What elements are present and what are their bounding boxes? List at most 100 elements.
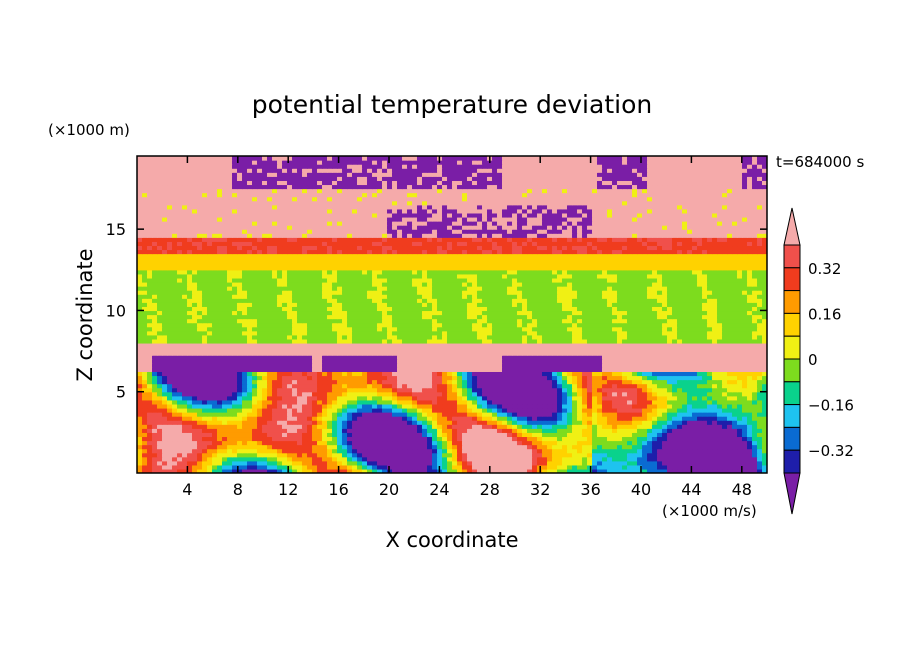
contour-cell: [267, 432, 273, 438]
contour-cell: [517, 424, 523, 429]
contour-cell: [207, 468, 213, 473]
contour-cell: [532, 379, 538, 385]
contour-cell: [312, 363, 318, 368]
contour-cell: [562, 452, 568, 458]
contour-cell: [702, 399, 708, 405]
contour-cell: [697, 416, 703, 421]
contour-cell: [627, 424, 633, 429]
contour-cell: [697, 407, 703, 413]
contour-cell: [197, 359, 203, 364]
contour-cell: [202, 432, 208, 438]
contour-cell: [387, 363, 393, 368]
contour-cell: [737, 375, 743, 381]
contour-cell: [242, 428, 248, 433]
contour-cell: [552, 464, 558, 470]
contour-cell: [752, 452, 758, 458]
contour-cell: [137, 375, 143, 381]
contour-cell: [617, 399, 623, 405]
contour-cell: [327, 363, 333, 368]
contour-cell: [607, 326, 613, 332]
contour-cell: [147, 351, 153, 356]
contour-cell: [262, 395, 268, 401]
contour-cell: [382, 330, 388, 336]
contour-cell: [717, 379, 723, 385]
contour-cell: [672, 391, 678, 397]
contour-cell: [137, 363, 143, 368]
contour-cell: [537, 448, 543, 454]
contour-cell: [517, 436, 523, 442]
contour-cell: [742, 436, 748, 442]
contour-cell: [502, 440, 508, 446]
contour-cell: [722, 334, 728, 340]
contour-cell: [717, 403, 723, 409]
contour-cell: [417, 314, 423, 320]
contour-cell: [197, 395, 203, 401]
contour-cell: [637, 330, 643, 336]
contour-cell: [412, 452, 418, 458]
contour-cell: [217, 342, 223, 348]
contour-cell: [537, 347, 543, 352]
contour-cell: [662, 444, 668, 450]
contour-cell: [712, 412, 718, 417]
contour-cell: [187, 355, 193, 360]
contour-cell: [582, 399, 588, 405]
contour-cell: [397, 375, 403, 381]
contour-cell: [677, 314, 683, 320]
contour-cell: [652, 424, 658, 429]
contour-cell: [402, 314, 408, 320]
contour-cell: [432, 314, 438, 320]
contour-cell: [292, 412, 298, 417]
contour-cell: [407, 359, 413, 364]
contour-cell: [562, 342, 568, 348]
contour-cell: [307, 322, 313, 328]
contour-cell: [172, 334, 178, 340]
contour-cell: [452, 407, 458, 413]
contour-cell: [762, 452, 767, 458]
contour-cell: [342, 379, 348, 385]
contour-cell: [667, 448, 673, 454]
contour-cell: [657, 363, 663, 368]
contour-cell: [562, 347, 568, 352]
contour-cell: [662, 322, 668, 328]
contour-cell: [232, 318, 238, 324]
contour-cell: [257, 387, 263, 393]
contour-cell: [422, 342, 428, 348]
contour-cell: [752, 399, 758, 405]
contour-cell: [497, 464, 503, 470]
contour-cell: [582, 428, 588, 433]
contour-cell: [702, 330, 708, 336]
contour-cell: [612, 399, 618, 405]
contour-cell: [707, 420, 713, 425]
contour-cell: [727, 452, 733, 458]
contour-cell: [367, 314, 373, 320]
contour-cell: [372, 351, 378, 356]
contour-cell: [477, 355, 483, 360]
contour-cell: [437, 407, 443, 413]
contour-cell: [572, 395, 578, 401]
contour-cell: [247, 460, 253, 466]
contour-cell: [142, 375, 148, 381]
contour-cell: [352, 436, 358, 442]
contour-cell: [187, 391, 193, 397]
contour-cell: [732, 383, 738, 389]
contour-cell: [747, 436, 753, 442]
contour-cell: [502, 387, 508, 393]
contour-cell: [552, 314, 558, 320]
contour-cell: [327, 342, 333, 348]
contour-cell: [437, 436, 443, 442]
contour-cell: [552, 444, 558, 450]
contour-cell: [172, 387, 178, 393]
contour-cell: [157, 363, 163, 368]
contour-cell: [712, 407, 718, 413]
contour-cell: [557, 371, 563, 377]
contour-cell: [402, 387, 408, 393]
contour-cell: [412, 444, 418, 450]
contour-cell: [687, 468, 693, 473]
contour-cell: [402, 403, 408, 409]
contour-cell: [717, 334, 723, 340]
contour-cell: [612, 338, 618, 344]
contour-cell: [142, 367, 148, 372]
contour-cell: [227, 440, 233, 446]
contour-cell: [497, 342, 503, 348]
contour-cell: [387, 407, 393, 413]
